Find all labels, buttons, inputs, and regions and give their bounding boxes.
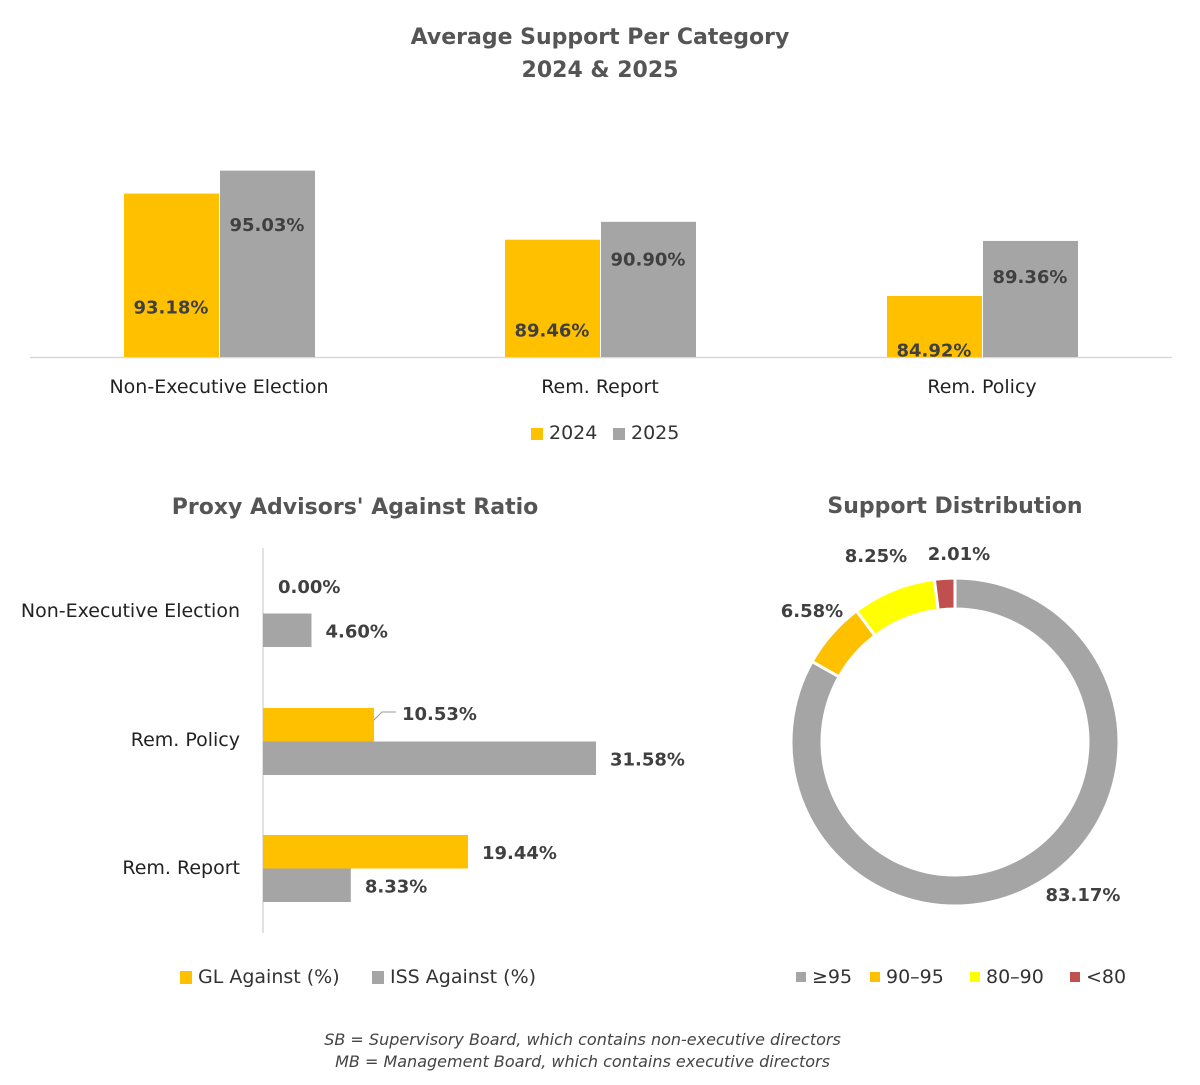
legend-label: 2024 xyxy=(549,422,597,444)
legend-swatch xyxy=(372,971,384,984)
data-label: 93.18% xyxy=(134,297,209,318)
donut-slice-0 xyxy=(789,576,1121,908)
category-label: Non-Executive Election xyxy=(21,600,240,622)
category-label: Rem. Policy xyxy=(131,729,240,751)
legend-swatch xyxy=(180,971,192,984)
donut-slice-3 xyxy=(932,576,957,612)
bar-2025 xyxy=(220,170,315,357)
data-label: 89.46% xyxy=(515,320,590,341)
legend-swatch xyxy=(531,428,543,440)
data-label: 10.53% xyxy=(402,704,477,725)
data-label: 4.60% xyxy=(326,622,388,643)
legend-label: ISS Against (%) xyxy=(390,966,536,988)
data-label: 84.92% xyxy=(897,340,972,361)
leader-line xyxy=(373,711,396,721)
bar-GL Against (%) xyxy=(263,708,375,742)
slice-label: 2.01% xyxy=(928,544,990,565)
slice-label: 83.17% xyxy=(1046,885,1121,906)
category-label: Rem. Report xyxy=(541,376,659,398)
footnote-sb: SB = Supervisory Board, which contains n… xyxy=(324,1030,841,1049)
bar-2025 xyxy=(983,240,1078,357)
chart-title: Support Distribution xyxy=(827,494,1082,519)
legend-swatch xyxy=(1070,972,1080,982)
chart-title: Average Support Per Category xyxy=(411,25,790,50)
data-label: 19.44% xyxy=(482,843,557,864)
slice-label: 8.25% xyxy=(845,546,907,567)
footnote-mb: MB = Management Board, which contains ex… xyxy=(335,1052,830,1071)
data-label: 31.58% xyxy=(610,750,685,771)
data-label: 8.33% xyxy=(365,877,427,898)
data-label: 95.03% xyxy=(230,215,305,236)
data-label: 89.36% xyxy=(993,267,1068,288)
category-label: Rem. Report xyxy=(122,857,240,879)
legend-swatch xyxy=(970,972,980,982)
bar-2024 xyxy=(887,295,982,357)
bar-2024 xyxy=(505,239,600,357)
bar-2025 xyxy=(601,221,696,357)
legend-label: ≥95 xyxy=(812,966,852,988)
legend-label: <80 xyxy=(1086,966,1126,988)
legend-label: GL Against (%) xyxy=(198,966,340,988)
legend-label: 90–95 xyxy=(886,966,944,988)
donut-slice-2 xyxy=(854,577,940,638)
data-label: 0.00% xyxy=(278,577,340,598)
data-label: 90.90% xyxy=(611,249,686,270)
legend-swatch xyxy=(796,972,806,982)
category-label: Non-Executive Election xyxy=(109,376,328,398)
bar-GL Against (%) xyxy=(263,835,468,869)
legend-label: 80–90 xyxy=(986,966,1044,988)
legend-swatch xyxy=(870,972,880,982)
chart-subtitle: 2024 & 2025 xyxy=(522,58,679,83)
legend-swatch xyxy=(613,428,625,440)
bar-ISS Against (%) xyxy=(263,613,312,647)
bar-ISS Against (%) xyxy=(263,868,351,902)
bar-ISS Against (%) xyxy=(263,741,596,775)
chart-title: Proxy Advisors' Against Ratio xyxy=(172,495,539,520)
legend-label: 2025 xyxy=(631,422,679,444)
slice-label: 6.58% xyxy=(781,601,843,622)
bar-2024 xyxy=(124,193,219,357)
category-label: Rem. Policy xyxy=(927,376,1036,398)
